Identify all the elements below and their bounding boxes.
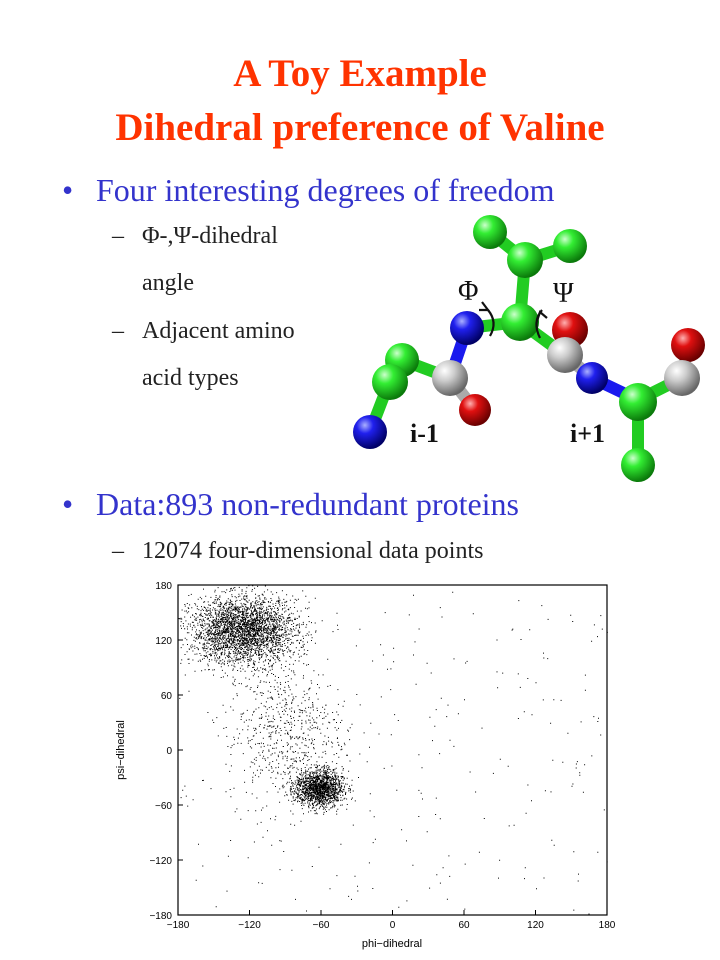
y-axis-label: psi−dihedral: [115, 720, 127, 780]
bullet-text: Data:893 non-redundant proteins: [96, 486, 519, 522]
bullet-marker: •: [62, 172, 74, 208]
x-axis-label: phi−dihedral: [362, 938, 422, 950]
phi-label: Φ: [458, 276, 478, 307]
x-tick-label: −120: [238, 920, 261, 931]
residue-prev-label: i-1: [410, 419, 439, 448]
nitrogen-atom: [450, 311, 484, 345]
carbonyl-carbon-atom: [664, 360, 700, 396]
sub-bullet-amino-line1: – Adjacent amino: [112, 316, 295, 346]
y-tick-label: 120: [155, 636, 172, 647]
x-tick-label: −60: [313, 920, 330, 931]
sub-bullet-dihedral-line2: angle: [142, 270, 194, 296]
x-tick-label: 0: [390, 920, 396, 931]
carbon-atom: [507, 242, 543, 278]
ramachandran-scatter-plot: −180 −120 −60 0 60 120 180 180120600−60−120−18…: [115, 581, 616, 950]
x-tick-label: −180: [167, 920, 190, 931]
y-axis-ticks: 180 120 60 0 −60 −120 −180: [149, 581, 183, 922]
psi-label: Ψ: [553, 278, 574, 309]
sub-bullet-dash: –: [112, 318, 124, 344]
x-axis-ticks: −180 −120 −60 0 60 120 180: [167, 910, 616, 931]
carbon-atom: [372, 364, 408, 400]
bullet-text: Four interesting degrees of freedom: [96, 172, 555, 208]
sub-bullet-datapoints: –12074 four-dimensional data points: [112, 536, 483, 566]
sub-bullet-dihedral-line1: – Φ-,Ψ-dihedral: [112, 221, 278, 251]
oxygen-atom: [671, 328, 705, 362]
carbon-atom: [473, 215, 507, 249]
valine-molecule-diagram: Φ Ψ i-1 i+1: [353, 215, 705, 482]
bullet-freedom: • Four interesting degrees of freedom: [62, 170, 555, 210]
scatter-point-cloud: [178, 584, 608, 915]
sub-bullet-dash: –: [112, 538, 124, 564]
carbon-atom: [621, 448, 655, 482]
sub-bullet-amino-line2: acid types: [142, 365, 239, 391]
y-tick-label: 180: [155, 581, 172, 592]
phi-rotation-arrow: [479, 301, 495, 337]
sub-bullet-text: 12074 four-dimensional data points: [142, 538, 484, 564]
carbon-atom: [619, 383, 657, 421]
y-tick-label: 0: [166, 746, 172, 757]
y-tick-label: 60: [161, 691, 173, 702]
bullet-marker: •: [62, 486, 74, 522]
bullet-data: • Data:893 non-redundant proteins: [62, 484, 519, 524]
residue-next-label: i+1: [570, 419, 605, 448]
molecule-atoms: [353, 215, 705, 482]
y-tick-label: −180: [149, 911, 172, 922]
psi-rotation-arrow: [535, 309, 548, 339]
y-tick-label: −120: [149, 856, 172, 867]
carbonyl-carbon-atom: [547, 337, 583, 373]
y-tick-label: −60: [155, 801, 172, 812]
scatter-points: [178, 584, 608, 915]
x-tick-label: 60: [458, 920, 470, 931]
oxygen-atom: [459, 394, 491, 426]
sub-bullet-text: Φ-,Ψ-dihedral: [142, 223, 278, 249]
nitrogen-atom: [353, 415, 387, 449]
nitrogen-atom: [576, 362, 608, 394]
x-tick-label: 120: [527, 920, 544, 931]
carbon-atom: [553, 229, 587, 263]
carbonyl-carbon-atom: [432, 360, 468, 396]
sub-bullet-dash: –: [112, 223, 124, 249]
alpha-carbon-atom: [501, 303, 539, 341]
x-tick-label: 180: [599, 920, 616, 931]
slide-title-line2: Dihedral preference of Valine: [115, 106, 605, 149]
slide-title-line1: A Toy Example: [233, 52, 487, 95]
sub-bullet-text: Adjacent amino: [142, 318, 295, 344]
